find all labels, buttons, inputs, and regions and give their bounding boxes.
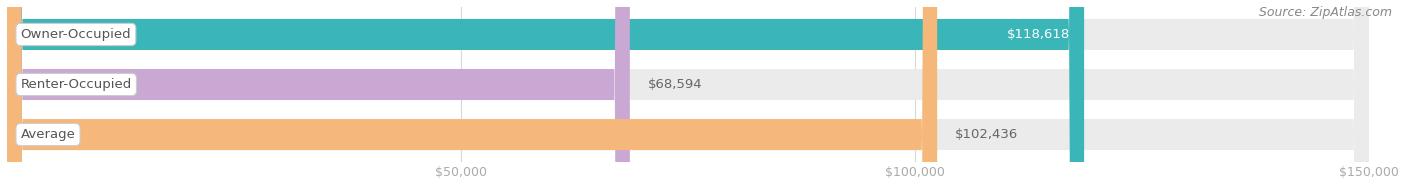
FancyBboxPatch shape: [7, 0, 1369, 196]
Text: Source: ZipAtlas.com: Source: ZipAtlas.com: [1258, 6, 1392, 19]
Text: MEDIAN INCOME BY OCCUPANCY IN ZIP CODE 60030: MEDIAN INCOME BY OCCUPANCY IN ZIP CODE 6…: [7, 0, 444, 3]
Text: Average: Average: [21, 128, 76, 141]
Text: Renter-Occupied: Renter-Occupied: [21, 78, 132, 91]
FancyBboxPatch shape: [7, 0, 630, 196]
FancyBboxPatch shape: [7, 0, 1369, 196]
Text: $102,436: $102,436: [955, 128, 1018, 141]
Text: $68,594: $68,594: [648, 78, 703, 91]
FancyBboxPatch shape: [7, 0, 938, 196]
Text: Owner-Occupied: Owner-Occupied: [21, 28, 131, 41]
Text: $118,618: $118,618: [1007, 28, 1070, 41]
FancyBboxPatch shape: [7, 0, 1084, 196]
FancyBboxPatch shape: [7, 0, 1369, 196]
